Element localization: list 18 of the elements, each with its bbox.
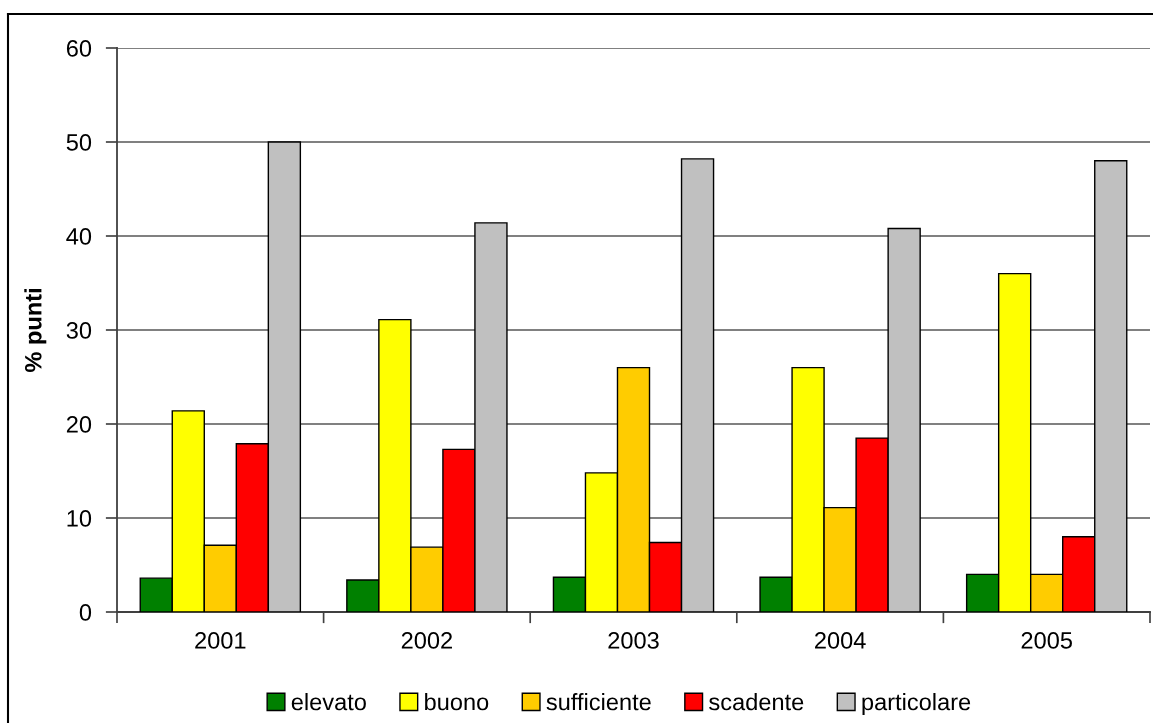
y-axis-title: % punti <box>24 289 47 373</box>
y-tick-label: 30 <box>66 322 92 339</box>
x-tick-label: 2002 <box>401 632 452 649</box>
y-tick-label: 20 <box>66 416 92 433</box>
y-tick-label: 10 <box>67 510 92 527</box>
legend-label: buono <box>425 692 489 711</box>
x-tick-label: 2003 <box>608 632 659 649</box>
legend-label: elevato <box>291 692 366 711</box>
legend-label: scadente <box>709 692 804 711</box>
y-tick-label: 50 <box>66 134 92 151</box>
x-tick-label: 2001 <box>195 632 246 649</box>
x-tick-label: 2005 <box>1021 632 1072 649</box>
y-tick-label: 0 <box>79 604 92 621</box>
y-tick-label: 40 <box>66 228 92 245</box>
legend-label: sufficiente <box>546 692 651 711</box>
x-tick-label: 2004 <box>815 632 866 649</box>
legend-label: particolare <box>862 692 971 716</box>
y-tick-label: 60 <box>66 40 92 57</box>
